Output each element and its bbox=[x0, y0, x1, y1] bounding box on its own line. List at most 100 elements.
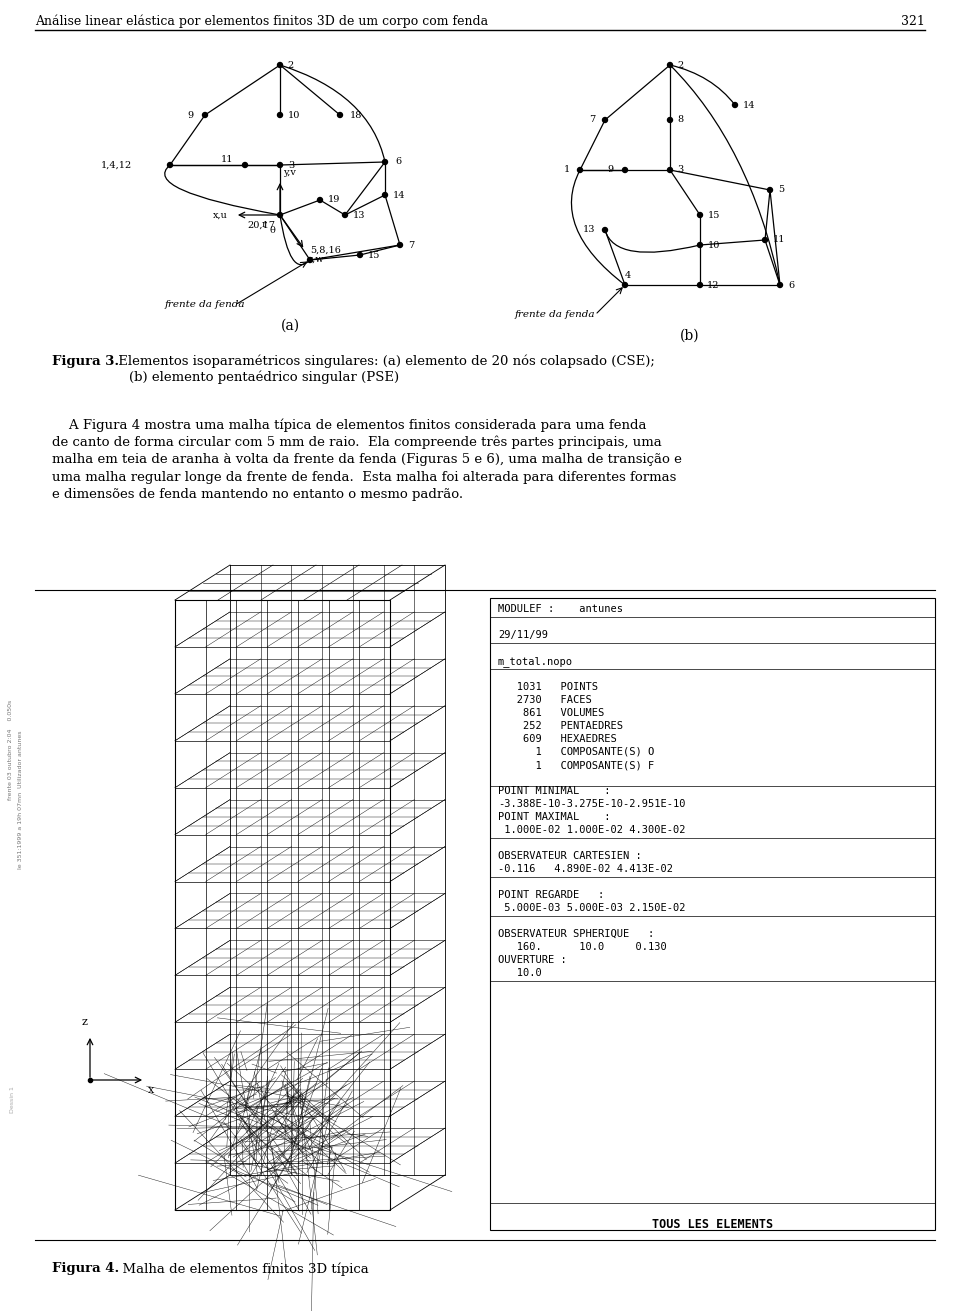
Text: POINT REGARDE   :: POINT REGARDE : bbox=[498, 890, 604, 899]
Text: 861   VOLUMES: 861 VOLUMES bbox=[498, 708, 604, 718]
Text: 10.0: 10.0 bbox=[498, 968, 541, 978]
Text: 1   COMPOSANTE(S) F: 1 COMPOSANTE(S) F bbox=[498, 760, 655, 770]
Circle shape bbox=[318, 198, 323, 202]
Text: 7: 7 bbox=[588, 115, 595, 125]
Text: 5: 5 bbox=[778, 185, 784, 194]
Text: frente 03 outubro 2:04    0.050s: frente 03 outubro 2:04 0.050s bbox=[8, 700, 13, 800]
Text: Figura 3.: Figura 3. bbox=[52, 355, 119, 368]
Text: Malha de elementos finitos 3D típica: Malha de elementos finitos 3D típica bbox=[114, 1262, 369, 1276]
Text: de canto de forma circular com 5 mm de raio.  Ela compreende três partes princip: de canto de forma circular com 5 mm de r… bbox=[52, 435, 661, 448]
Text: (b) elemento pentaédrico singular (PSE): (b) elemento pentaédrico singular (PSE) bbox=[129, 371, 399, 384]
Text: 13: 13 bbox=[583, 225, 595, 235]
Circle shape bbox=[778, 282, 782, 287]
Text: r: r bbox=[262, 220, 267, 229]
Text: 10: 10 bbox=[708, 240, 720, 249]
Circle shape bbox=[698, 282, 703, 287]
Text: 3: 3 bbox=[288, 160, 295, 169]
Text: 1031   POINTS: 1031 POINTS bbox=[498, 682, 598, 692]
Text: 5.000E-03 5.000E-03 2.150E-02: 5.000E-03 5.000E-03 2.150E-02 bbox=[498, 903, 685, 912]
Text: 1,4,12: 1,4,12 bbox=[101, 160, 132, 169]
Text: 19: 19 bbox=[328, 195, 341, 205]
Text: POINT MINIMAL    :: POINT MINIMAL : bbox=[498, 787, 611, 796]
Text: OBSERVATEUR CARTESIEN :: OBSERVATEUR CARTESIEN : bbox=[498, 851, 641, 861]
Circle shape bbox=[578, 168, 583, 173]
Text: 6: 6 bbox=[788, 281, 794, 290]
Circle shape bbox=[343, 212, 348, 218]
Text: POINT MAXIMAL    :: POINT MAXIMAL : bbox=[498, 812, 611, 822]
Text: uma malha regular longe da frente de fenda.  Esta malha foi alterada para difere: uma malha regular longe da frente de fen… bbox=[52, 471, 677, 484]
Text: 4: 4 bbox=[625, 270, 632, 279]
Text: 14: 14 bbox=[393, 190, 405, 199]
Circle shape bbox=[357, 253, 363, 257]
Text: 18: 18 bbox=[350, 110, 362, 119]
Circle shape bbox=[698, 212, 703, 218]
Circle shape bbox=[307, 257, 313, 262]
Text: 11: 11 bbox=[221, 156, 233, 164]
Text: z: z bbox=[82, 1017, 87, 1027]
Circle shape bbox=[338, 113, 343, 118]
Text: 6: 6 bbox=[395, 157, 401, 166]
Text: MODULEF :    antunes: MODULEF : antunes bbox=[498, 604, 623, 614]
Circle shape bbox=[243, 163, 248, 168]
Circle shape bbox=[667, 168, 673, 173]
Circle shape bbox=[603, 228, 608, 232]
Text: Elementos isoparamétricos singulares: (a) elemento de 20 nós colapsado (CSE);: Elementos isoparamétricos singulares: (a… bbox=[114, 355, 655, 368]
Text: malha em teia de aranha à volta da frente da fenda (Figuras 5 e 6), uma malha de: malha em teia de aranha à volta da frent… bbox=[52, 454, 682, 465]
Text: -3.388E-10-3.275E-10-2.951E-10: -3.388E-10-3.275E-10-2.951E-10 bbox=[498, 798, 685, 809]
Text: x,u: x,u bbox=[213, 211, 228, 219]
Circle shape bbox=[203, 113, 207, 118]
Circle shape bbox=[277, 113, 282, 118]
Text: TOUS LES ELEMENTS: TOUS LES ELEMENTS bbox=[652, 1218, 773, 1231]
Circle shape bbox=[667, 63, 673, 67]
Text: 5,8,16: 5,8,16 bbox=[310, 245, 341, 254]
Text: A Figura 4 mostra uma malha típica de elementos finitos considerada para uma fen: A Figura 4 mostra uma malha típica de el… bbox=[52, 418, 646, 431]
Text: Figura 4.: Figura 4. bbox=[52, 1262, 119, 1276]
Text: OBSERVATEUR SPHERIQUE   :: OBSERVATEUR SPHERIQUE : bbox=[498, 929, 655, 939]
Text: 160.      10.0     0.130: 160. 10.0 0.130 bbox=[498, 943, 667, 952]
Text: frente da fenda: frente da fenda bbox=[515, 309, 595, 319]
Text: 2: 2 bbox=[287, 60, 293, 69]
Text: 13: 13 bbox=[353, 211, 366, 219]
Circle shape bbox=[382, 160, 388, 164]
Text: (a): (a) bbox=[280, 319, 300, 333]
Text: m_total.nopo: m_total.nopo bbox=[498, 656, 573, 667]
Text: 1: 1 bbox=[564, 165, 570, 174]
Text: -0.116   4.890E-02 4.413E-02: -0.116 4.890E-02 4.413E-02 bbox=[498, 864, 673, 874]
Circle shape bbox=[277, 63, 282, 67]
Circle shape bbox=[382, 193, 388, 198]
Text: 2730   FACES: 2730 FACES bbox=[498, 695, 591, 705]
Text: Dessin 1: Dessin 1 bbox=[10, 1087, 15, 1113]
Text: 9: 9 bbox=[607, 165, 613, 174]
Text: 321: 321 bbox=[901, 14, 925, 28]
Circle shape bbox=[667, 118, 673, 122]
Text: 20,17: 20,17 bbox=[247, 220, 275, 229]
Circle shape bbox=[622, 168, 628, 173]
Text: OUVERTURE :: OUVERTURE : bbox=[498, 954, 566, 965]
Text: 609   HEXAEDRES: 609 HEXAEDRES bbox=[498, 734, 616, 745]
Text: 29/11/99: 29/11/99 bbox=[498, 631, 548, 640]
Circle shape bbox=[397, 243, 402, 248]
Text: 11: 11 bbox=[773, 236, 785, 244]
Text: 2: 2 bbox=[677, 60, 684, 69]
Text: 12: 12 bbox=[707, 281, 719, 290]
Circle shape bbox=[622, 282, 628, 287]
Text: 7: 7 bbox=[408, 240, 415, 249]
Circle shape bbox=[767, 187, 773, 193]
Text: θ: θ bbox=[270, 225, 276, 235]
Circle shape bbox=[167, 163, 173, 168]
Bar bbox=[490, 598, 935, 1230]
Text: 15: 15 bbox=[708, 211, 720, 219]
Text: 252   PENTAEDRES: 252 PENTAEDRES bbox=[498, 721, 623, 732]
Text: 3: 3 bbox=[677, 165, 684, 174]
Circle shape bbox=[277, 212, 282, 218]
Text: frente da fenda: frente da fenda bbox=[165, 300, 246, 309]
Text: 1   COMPOSANTE(S) O: 1 COMPOSANTE(S) O bbox=[498, 747, 655, 756]
Text: 1.000E-02 1.000E-02 4.300E-02: 1.000E-02 1.000E-02 4.300E-02 bbox=[498, 825, 685, 835]
Circle shape bbox=[762, 237, 767, 243]
Text: 9: 9 bbox=[187, 110, 193, 119]
Text: 10: 10 bbox=[288, 110, 300, 119]
Text: (b): (b) bbox=[681, 329, 700, 343]
Text: Análise linear elástica por elementos finitos 3D de um corpo com fenda: Análise linear elástica por elementos fi… bbox=[35, 14, 488, 29]
Circle shape bbox=[603, 118, 608, 122]
Text: e dimensões de fenda mantendo no entanto o mesmo padrão.: e dimensões de fenda mantendo no entanto… bbox=[52, 488, 463, 501]
